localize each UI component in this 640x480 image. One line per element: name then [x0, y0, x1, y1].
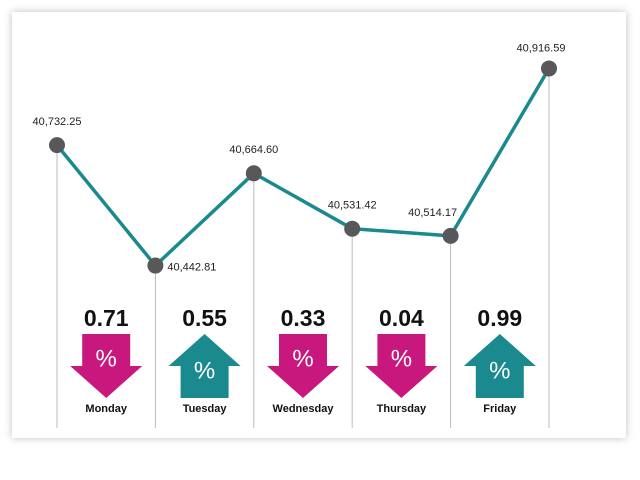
point [442, 227, 459, 244]
up-arrow [168, 334, 241, 398]
change-value: 0.33 [281, 305, 326, 331]
change-value: 0.71 [84, 305, 129, 331]
day-label: Tuesday [183, 403, 228, 415]
change-value: 0.04 [379, 305, 424, 331]
day-label: Wednesday [273, 403, 335, 415]
percent-sign: % [96, 345, 117, 372]
value-label: 40,442.81 [167, 261, 216, 273]
percent-sign: % [489, 357, 510, 384]
point [245, 165, 262, 182]
down-arrow [70, 334, 143, 398]
value-label: 40,916.59 [517, 42, 566, 54]
change-value: 0.99 [477, 305, 522, 331]
change-value: 0.55 [182, 305, 227, 331]
value-label: 40,514.17 [408, 207, 457, 219]
value-label: 40,531.42 [328, 200, 377, 212]
value-label: 40,664.60 [229, 144, 278, 156]
percent-sign: % [292, 345, 313, 372]
point [147, 257, 164, 274]
value-label: 40,732.25 [33, 116, 82, 128]
day-label: Thursday [377, 403, 427, 415]
point [541, 60, 557, 77]
up-arrow [463, 334, 536, 398]
down-arrow [267, 334, 339, 398]
down-arrow [365, 334, 438, 398]
day-label: Monday [85, 403, 127, 415]
price-line [55, 67, 551, 268]
percent-sign: % [391, 345, 412, 372]
point [49, 137, 65, 154]
day-label: Friday [483, 403, 517, 415]
point [344, 220, 361, 237]
percent-sign: % [194, 357, 215, 384]
